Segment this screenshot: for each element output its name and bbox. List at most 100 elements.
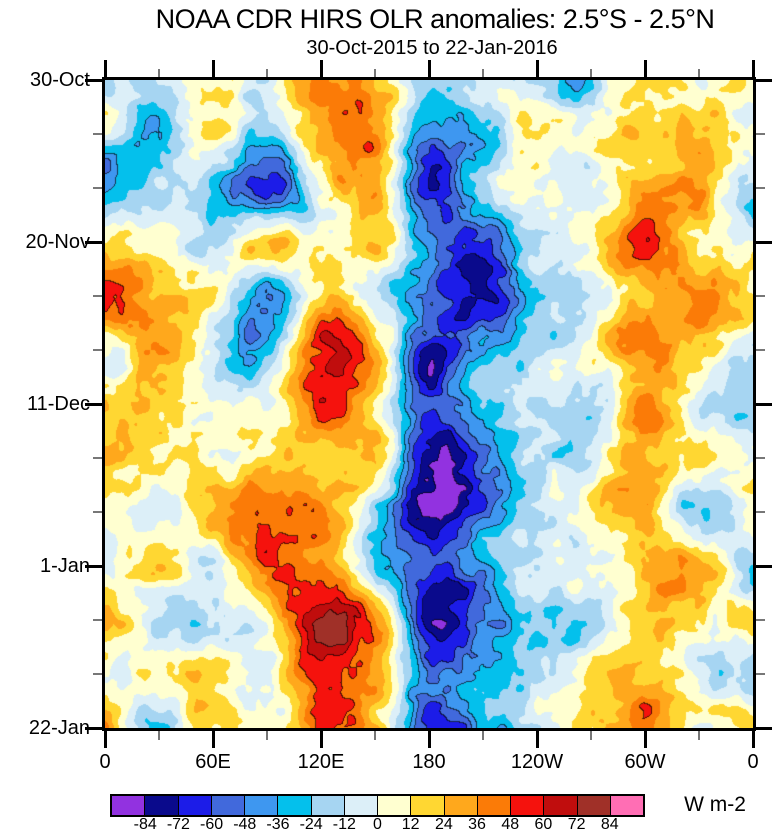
colorbar-cell bbox=[344, 796, 378, 815]
x-major-tick-bottom bbox=[211, 731, 215, 748]
x-minor-tick-top bbox=[266, 69, 268, 77]
y-minor-tick-left bbox=[93, 349, 102, 351]
x-tick-label: 60E bbox=[195, 751, 231, 773]
y-major-tick-left bbox=[85, 564, 102, 568]
y-major-tick-left bbox=[85, 240, 102, 244]
x-major-tick-bottom bbox=[103, 731, 107, 748]
y-major-tick-right bbox=[756, 240, 772, 244]
x-major-tick-top bbox=[643, 60, 647, 77]
colorbar bbox=[110, 794, 645, 817]
y-minor-tick-right bbox=[756, 457, 765, 459]
x-minor-tick-top bbox=[482, 69, 484, 77]
colorbar-tick-label: 48 bbox=[501, 816, 520, 830]
x-major-tick-top bbox=[751, 60, 755, 77]
y-minor-tick-right bbox=[756, 187, 765, 189]
y-minor-tick-left bbox=[93, 295, 102, 297]
x-tick-label: 0 bbox=[747, 751, 759, 773]
y-major-tick-left bbox=[85, 402, 102, 406]
colorbar-cell bbox=[145, 796, 179, 815]
colorbar-cell bbox=[411, 796, 445, 815]
colorbar-unit-label: W m-2 bbox=[684, 793, 746, 816]
colorbar-cell bbox=[544, 796, 578, 815]
colorbar-cell bbox=[444, 796, 478, 815]
colorbar-tick-label: -36 bbox=[266, 816, 290, 830]
x-major-tick-bottom bbox=[751, 731, 755, 748]
x-minor-tick-top bbox=[698, 69, 700, 77]
colorbar-cell bbox=[577, 796, 611, 815]
colorbar-tick-label: -48 bbox=[233, 816, 257, 830]
colorbar-tick-label: 84 bbox=[600, 816, 619, 830]
colorbar-tick-label: 60 bbox=[534, 816, 553, 830]
y-minor-tick-right bbox=[756, 619, 765, 621]
y-major-tick-left bbox=[85, 78, 102, 82]
x-minor-tick-bottom bbox=[158, 731, 160, 740]
x-tick-label: 120E bbox=[297, 751, 345, 773]
colorbar-cell bbox=[511, 796, 545, 815]
colorbar-tick-label: -60 bbox=[200, 816, 224, 830]
y-major-tick-right bbox=[756, 564, 772, 568]
y-tick-label: 11-Dec bbox=[27, 393, 90, 415]
y-minor-tick-right bbox=[756, 133, 765, 135]
y-tick-label: 20-Nov bbox=[25, 231, 90, 253]
colorbar-cell bbox=[477, 796, 511, 815]
hovmoller-canvas bbox=[105, 80, 753, 728]
x-minor-tick-top bbox=[590, 69, 592, 77]
y-minor-tick-right bbox=[756, 673, 765, 675]
y-minor-tick-left bbox=[93, 673, 102, 675]
colorbar-tick-label: 24 bbox=[434, 816, 453, 830]
colorbar-cell bbox=[112, 796, 146, 815]
y-major-tick-right bbox=[756, 726, 772, 730]
x-tick-label: 0 bbox=[99, 751, 111, 773]
colorbar-tick-label: 72 bbox=[567, 816, 586, 830]
colorbar-cell bbox=[211, 796, 245, 815]
x-minor-tick-top bbox=[158, 69, 160, 77]
y-minor-tick-right bbox=[756, 349, 765, 351]
page-title: NOAA CDR HIRS OLR anomalies: 2.5°S - 2.5… bbox=[155, 4, 715, 34]
colorbar-cell bbox=[245, 796, 279, 815]
colorbar-cell bbox=[610, 796, 643, 815]
x-major-tick-top bbox=[319, 60, 323, 77]
plot-frame bbox=[102, 77, 756, 731]
x-tick-label: 120W bbox=[510, 751, 564, 773]
x-major-tick-top bbox=[427, 60, 431, 77]
y-major-tick-right bbox=[756, 78, 772, 82]
y-tick-label: 22-Jan bbox=[28, 717, 90, 739]
x-tick-label: 180 bbox=[412, 751, 446, 773]
y-minor-tick-left bbox=[93, 187, 102, 189]
y-minor-tick-left bbox=[93, 133, 102, 135]
colorbar-cell bbox=[278, 796, 312, 815]
y-minor-tick-right bbox=[756, 295, 765, 297]
y-tick-label: 30-Oct bbox=[29, 69, 90, 91]
x-minor-tick-bottom bbox=[482, 731, 484, 740]
y-minor-tick-right bbox=[756, 511, 765, 513]
x-major-tick-top bbox=[211, 60, 215, 77]
x-major-tick-top bbox=[535, 60, 539, 77]
y-tick-label: 1-Jan bbox=[39, 555, 90, 577]
colorbar-tick-label: -72 bbox=[166, 816, 190, 830]
y-major-tick-left bbox=[85, 726, 102, 730]
y-minor-tick-left bbox=[93, 457, 102, 459]
x-major-tick-bottom bbox=[319, 731, 323, 748]
x-major-tick-bottom bbox=[427, 731, 431, 748]
x-tick-label: 60W bbox=[624, 751, 666, 773]
x-major-tick-bottom bbox=[643, 731, 647, 748]
x-major-tick-top bbox=[103, 60, 107, 77]
x-major-tick-bottom bbox=[535, 731, 539, 748]
colorbar-tick-label: -84 bbox=[133, 816, 157, 830]
colorbar-cell bbox=[378, 796, 412, 815]
date-range-subtitle: 30-Oct-2015 to 22-Jan-2016 bbox=[306, 37, 558, 59]
x-minor-tick-bottom bbox=[698, 731, 700, 740]
colorbar-cell bbox=[311, 796, 345, 815]
y-minor-tick-left bbox=[93, 619, 102, 621]
colorbar-cell bbox=[178, 796, 212, 815]
y-minor-tick-left bbox=[93, 511, 102, 513]
x-minor-tick-bottom bbox=[590, 731, 592, 740]
x-minor-tick-bottom bbox=[266, 731, 268, 740]
y-major-tick-right bbox=[756, 402, 772, 406]
x-minor-tick-bottom bbox=[374, 731, 376, 740]
colorbar-tick-label: 36 bbox=[468, 816, 486, 830]
colorbar-tick-label: 12 bbox=[401, 816, 420, 830]
x-minor-tick-top bbox=[374, 69, 376, 77]
colorbar-tick-label: -12 bbox=[332, 816, 356, 830]
